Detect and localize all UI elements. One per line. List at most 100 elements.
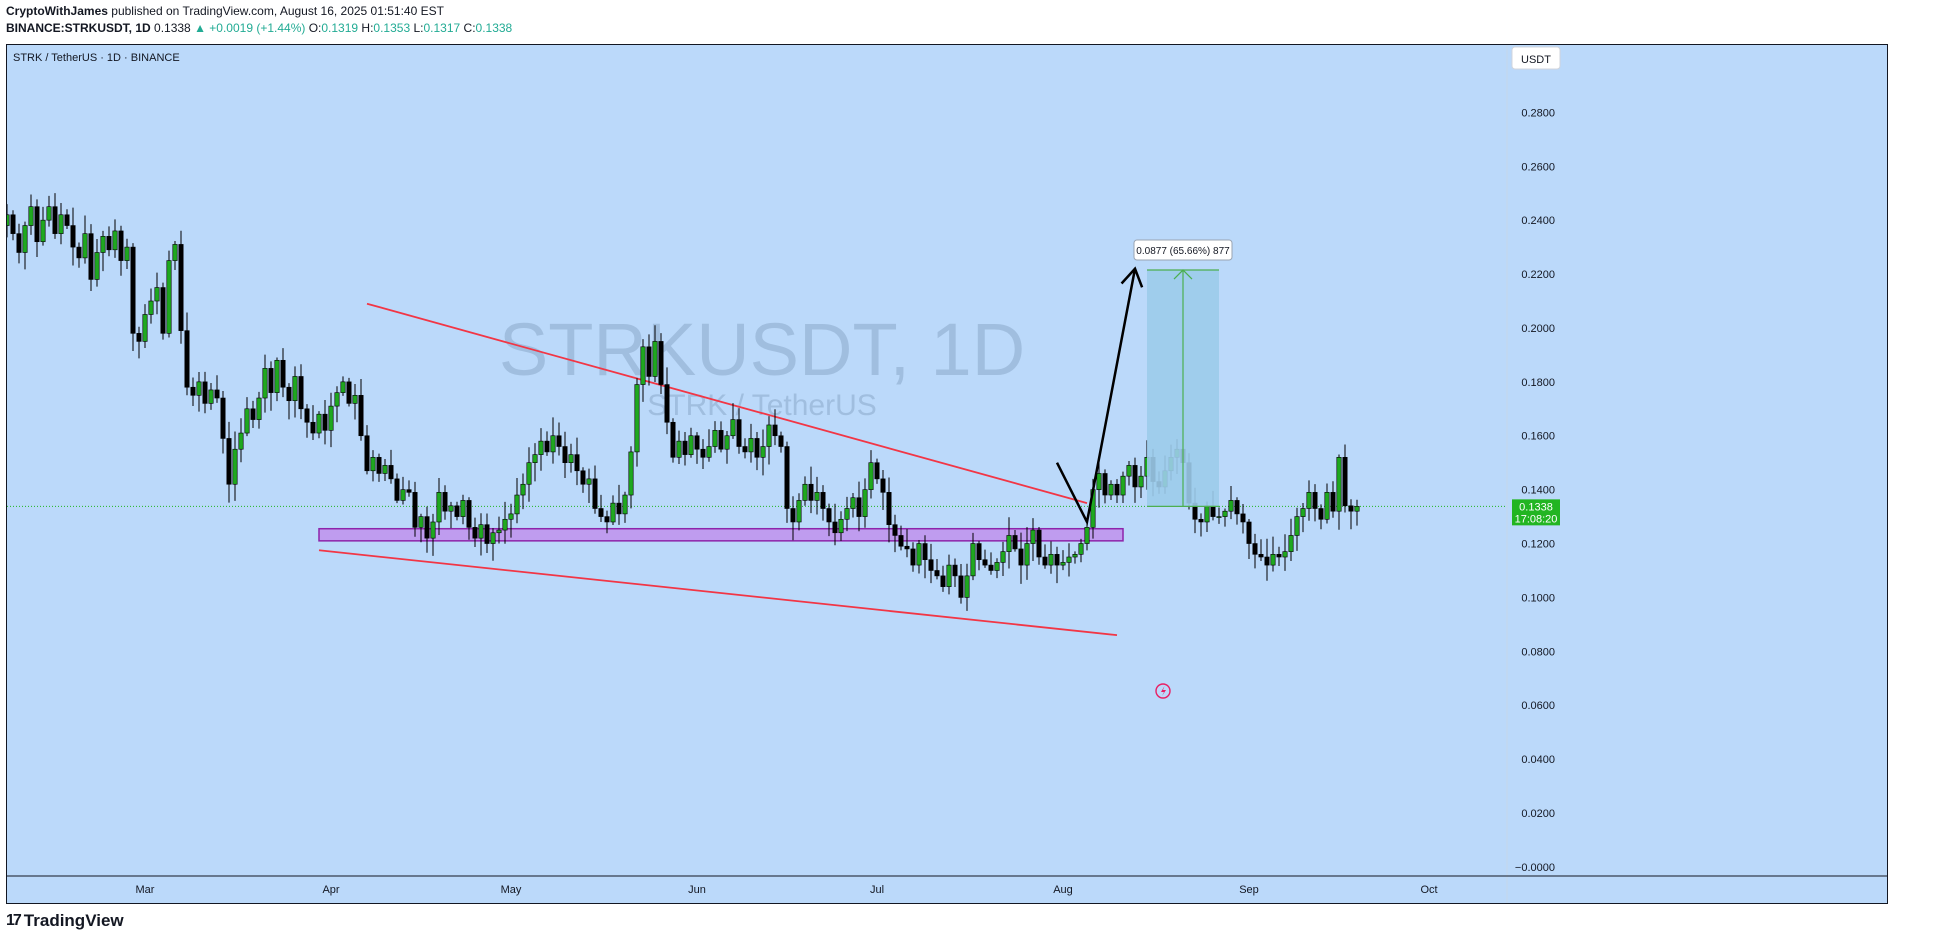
symbol-label: BINANCE:STRKUSDT, 1D	[6, 21, 151, 35]
tv-logo-icon[interactable]: 17	[6, 912, 22, 929]
candle-body-up	[1066, 556, 1072, 563]
candle-body-down	[982, 559, 988, 566]
price-chart[interactable]: STRKUSDT, 1D STRK / TetherUS 0.30000.280…	[7, 45, 1887, 903]
candle-body-down	[70, 225, 76, 248]
candle	[322, 400, 328, 445]
candle	[358, 378, 364, 441]
candle-body-down	[394, 478, 400, 501]
candle-body-up	[502, 518, 508, 531]
candle-body-up	[628, 451, 634, 496]
candle-body-up	[1024, 543, 1030, 566]
candle	[1198, 513, 1204, 537]
candle-body-down	[304, 408, 310, 423]
candle	[352, 383, 358, 420]
open-label: O:	[308, 21, 322, 35]
candle	[214, 375, 220, 403]
candle-body-down	[718, 430, 724, 450]
currency-button-bg[interactable]	[1511, 46, 1561, 70]
candle	[130, 243, 136, 352]
candle	[1216, 507, 1222, 524]
candle-body-up	[538, 440, 544, 455]
candle	[346, 377, 352, 407]
candle-body-up	[802, 483, 808, 501]
candle-body-up	[148, 300, 154, 315]
published-text: published on TradingView.com, August 16,…	[111, 4, 444, 18]
candle	[574, 437, 580, 486]
candle-body-down	[1258, 554, 1264, 558]
candle-body-down	[1330, 492, 1336, 512]
candle	[622, 491, 628, 523]
price-axis[interactable]: 0.30000.28000.26000.24000.22000.20000.18…	[1515, 53, 1555, 873]
candle-body-up	[688, 435, 694, 455]
y-tick-label: 0.0400	[1521, 754, 1555, 766]
candle-body-up	[838, 518, 844, 534]
candle-body-down	[820, 492, 826, 509]
candle	[502, 501, 508, 544]
candle-body-down	[544, 440, 550, 453]
candle-body-down	[118, 230, 124, 261]
candle	[958, 563, 964, 604]
chart-frame[interactable]: STRKUSDT, 1D STRK / TetherUS 0.30000.280…	[6, 44, 1888, 904]
candle	[562, 431, 568, 479]
lightning-icon[interactable]	[1161, 686, 1166, 696]
currency-button-label[interactable]: USDT	[1521, 54, 1551, 66]
candle-body-up	[316, 413, 322, 434]
alert-icon-ring[interactable]	[1155, 683, 1171, 699]
candle-body-down	[670, 421, 676, 458]
alert-icon[interactable]	[1155, 683, 1171, 699]
tradingview-logo[interactable]: 17 TradingView	[6, 911, 124, 931]
candle	[766, 416, 772, 465]
candle	[106, 226, 112, 257]
x-tick-label: Mar	[136, 884, 155, 896]
candle	[952, 558, 958, 588]
candle-body-up	[436, 492, 442, 523]
candle	[52, 193, 58, 239]
candle	[400, 476, 406, 505]
candle-body-down	[934, 570, 940, 577]
x-tick-label: Sep	[1239, 884, 1259, 896]
candle-body-up	[274, 359, 280, 393]
candle	[436, 478, 442, 536]
candle-body-up	[334, 392, 340, 407]
candle	[196, 372, 202, 412]
candle-body-down	[1318, 508, 1324, 520]
last-price-badge: 0.1338 17:08:20	[1512, 499, 1560, 526]
candle-body-up	[328, 405, 334, 431]
candle	[520, 473, 526, 510]
candle	[832, 503, 838, 546]
candle-body-down	[412, 492, 418, 528]
candle-body-down	[694, 435, 700, 450]
candle-body-down	[358, 395, 364, 437]
y-tick-label: 0.1800	[1521, 377, 1555, 389]
candle	[190, 377, 196, 407]
time-axis[interactable]: Mar Apr May Jun Jul Aug Sep Oct	[7, 875, 1887, 896]
candle	[304, 404, 310, 438]
author-name[interactable]: CryptoWithJames	[6, 4, 108, 18]
candle	[1042, 544, 1048, 569]
candle	[568, 443, 574, 473]
candle-body-down	[454, 505, 460, 517]
currency-button[interactable]: USDT	[1511, 46, 1561, 70]
candle-body-up	[1000, 551, 1006, 563]
candle	[880, 470, 886, 510]
candle-body-down	[778, 435, 784, 447]
candle	[292, 366, 298, 418]
candle	[1120, 471, 1126, 504]
candle-body-down	[1210, 505, 1216, 517]
candle-body-up	[142, 314, 148, 342]
open-value: 0.1319	[321, 21, 359, 35]
candle	[244, 397, 250, 437]
x-tick-label: Jul	[870, 884, 884, 896]
candle-body-down	[52, 206, 58, 234]
candle	[1246, 519, 1252, 559]
candle	[712, 421, 718, 453]
candle	[1102, 469, 1108, 504]
candle-body-up	[196, 381, 202, 396]
candle-body-down	[250, 408, 256, 420]
candle-body-down	[1018, 548, 1024, 566]
tv-logo-text[interactable]: TradingView	[23, 911, 124, 930]
candle-body-up	[862, 489, 868, 517]
candle	[850, 493, 856, 518]
candle-body-down	[592, 478, 598, 509]
candle	[364, 425, 370, 475]
